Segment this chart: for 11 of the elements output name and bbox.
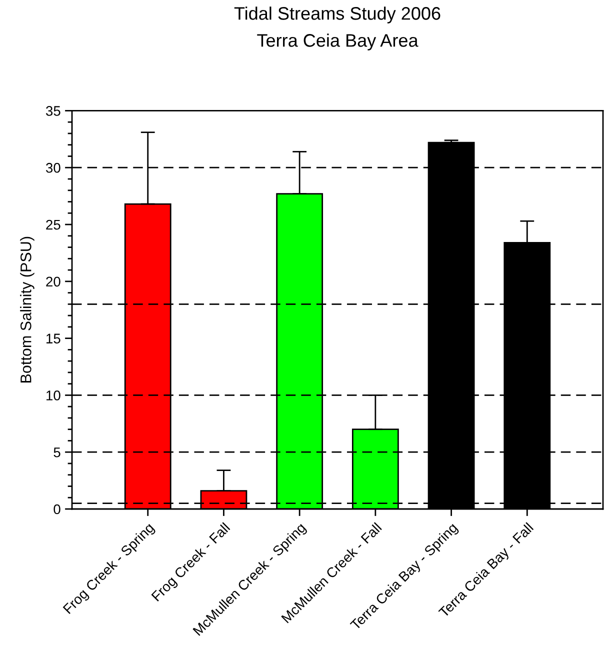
y-axis-title: Bottom Salinity (PSU) — [20, 236, 34, 382]
chart-subtitle: Terra Ceia Bay Area — [257, 34, 418, 50]
y-tick-label: 25 — [46, 220, 60, 230]
y-tick-label: 20 — [46, 276, 60, 287]
y-tick-label: 35 — [46, 106, 60, 116]
y-tick-label: 0 — [54, 504, 60, 514]
y-tick-label: 10 — [46, 390, 60, 400]
y-tick-label: 15 — [46, 334, 60, 344]
y-tick-label: 30 — [46, 162, 60, 173]
y-tick-label: 5 — [54, 448, 60, 458]
chart-title: Tidal Streams Study 2006 — [234, 6, 440, 24]
